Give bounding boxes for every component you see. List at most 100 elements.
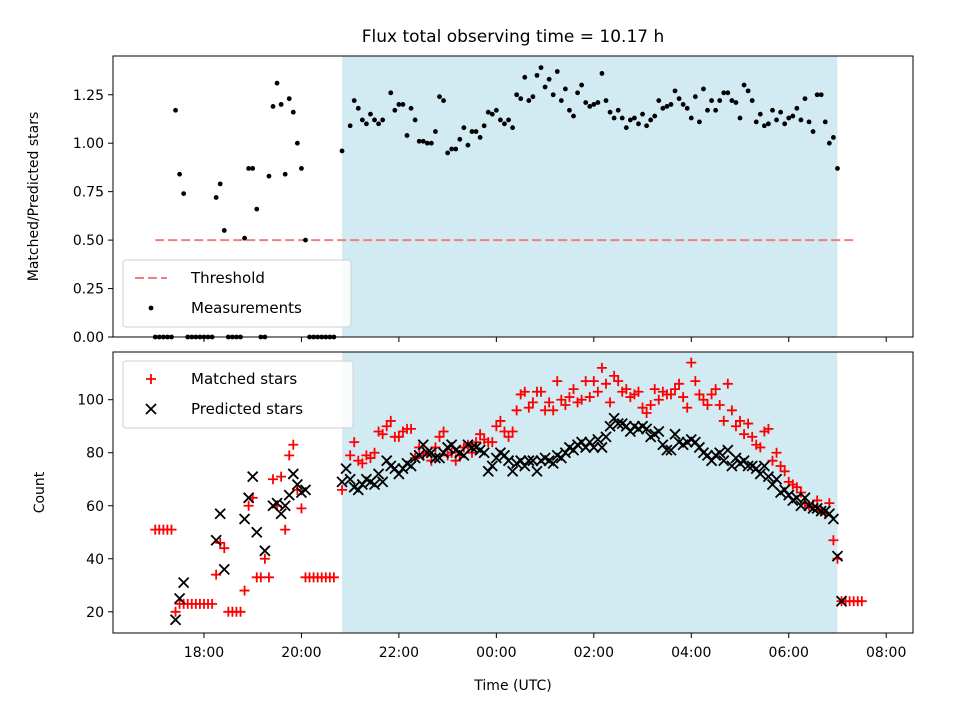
data-point	[717, 98, 723, 103]
data-point	[498, 117, 503, 123]
data-point	[552, 376, 563, 387]
data-point	[645, 400, 656, 411]
data-point	[583, 100, 589, 105]
data-point	[588, 441, 600, 454]
data-point	[644, 123, 650, 129]
data-point	[369, 447, 380, 458]
data-point	[243, 500, 254, 511]
data-point	[404, 133, 410, 138]
data-point	[627, 117, 633, 123]
data-point	[609, 370, 620, 381]
data-point	[603, 98, 609, 103]
data-point	[291, 478, 304, 491]
data-point	[560, 400, 571, 411]
data-point	[412, 117, 418, 123]
data-point	[831, 550, 844, 562]
data-point	[595, 100, 601, 105]
data-point	[522, 74, 528, 80]
data-point	[217, 181, 223, 187]
data-point	[288, 439, 299, 450]
data-point	[767, 455, 778, 466]
data-point	[251, 526, 263, 538]
legend-box	[122, 360, 354, 429]
data-point	[701, 86, 706, 92]
data-point	[741, 82, 747, 88]
data-point	[556, 394, 567, 405]
data-point	[405, 460, 417, 472]
data-point	[621, 384, 632, 395]
bottom-panel: 20 40 60 80 100 18:00 20:00 22:00 00:00 02:00 04:0…	[32, 351, 914, 661]
data-point	[826, 140, 832, 146]
data-point	[344, 473, 356, 485]
data-point	[709, 98, 714, 103]
data-point	[548, 405, 559, 416]
data-point	[653, 394, 664, 405]
data-point	[466, 441, 478, 454]
data-point	[449, 146, 455, 152]
data-point	[481, 123, 487, 129]
legend-swatch-predicted	[145, 403, 157, 415]
x-tick-label: 20:00	[281, 645, 321, 661]
data-point	[730, 421, 741, 432]
data-point	[753, 119, 759, 125]
y-tick-label: 0.00	[73, 330, 104, 346]
data-point	[170, 606, 181, 617]
data-point	[506, 117, 511, 123]
data-point	[296, 503, 307, 514]
data-point	[221, 228, 227, 233]
data-point	[754, 468, 766, 480]
data-point	[491, 421, 502, 432]
data-point	[493, 107, 499, 113]
data-point	[414, 442, 425, 453]
data-point	[469, 129, 475, 134]
data-point	[835, 595, 848, 607]
data-point	[445, 150, 451, 156]
data-point	[413, 449, 425, 462]
data-point	[372, 117, 377, 123]
data-point	[478, 447, 490, 459]
data-point	[400, 102, 406, 107]
data-point	[406, 423, 417, 434]
data-point	[169, 614, 182, 626]
legend-swatch-measurements	[148, 305, 154, 311]
data-point	[696, 119, 702, 125]
data-point	[530, 94, 536, 100]
data-point	[567, 107, 572, 113]
top-panel: 0.00 0.25 0.50 0.75 1.00 1.25 Matched/Predicte…	[26, 55, 914, 346]
data-point	[328, 572, 339, 583]
data-point	[542, 84, 548, 90]
data-point	[340, 463, 352, 475]
data-point	[181, 191, 187, 196]
data-point	[247, 470, 259, 483]
data-point	[640, 423, 653, 435]
data-point	[755, 442, 766, 453]
data-point	[680, 102, 686, 107]
data-point	[433, 129, 438, 134]
data-point	[806, 119, 812, 125]
data-point	[511, 405, 522, 416]
data-point	[822, 119, 828, 125]
data-point	[623, 125, 629, 131]
data-point	[477, 134, 483, 140]
data-point	[276, 471, 287, 482]
data-point	[531, 465, 543, 477]
data-point	[434, 431, 445, 442]
data-point	[592, 433, 604, 446]
data-point	[270, 103, 276, 109]
y-tick-label: 60	[86, 499, 104, 515]
data-point	[831, 134, 836, 140]
data-point	[416, 138, 422, 144]
data-point	[596, 441, 608, 454]
data-point	[266, 173, 272, 179]
data-point	[259, 545, 271, 557]
data-point	[259, 553, 270, 564]
x-tick-label: 02:00	[574, 645, 614, 661]
data-point	[665, 389, 676, 400]
data-point	[457, 136, 463, 142]
data-point	[607, 109, 613, 115]
data-point	[761, 123, 767, 129]
data-point	[283, 489, 295, 501]
data-point	[173, 592, 186, 605]
y-tick-label: 1.25	[73, 88, 104, 104]
